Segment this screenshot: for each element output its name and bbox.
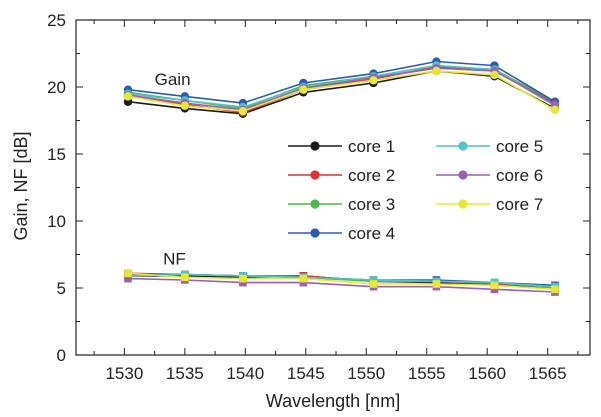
gain-point-core-7 <box>369 76 378 85</box>
gain-line-core-5 <box>127 64 556 108</box>
nf-point-core-6 <box>239 278 247 287</box>
x-tick-label: 1555 <box>408 364 446 383</box>
legend-marker-core-3 <box>310 199 320 209</box>
gain-point-core-7 <box>180 101 190 110</box>
x-tick-label: 1545 <box>287 364 325 383</box>
series-core-4 <box>123 57 560 290</box>
y-tick-label: 20 <box>47 78 66 97</box>
legend-label-core-6: core 6 <box>496 166 543 185</box>
plot-frame-group <box>75 19 591 356</box>
nf-line-core-5 <box>127 273 555 288</box>
y-tick-label: 15 <box>47 145 66 164</box>
nf-line-core-6 <box>127 277 555 293</box>
x-tick-label: 1560 <box>468 364 506 383</box>
gain-line-core-6 <box>127 67 556 111</box>
gain-line-core-1 <box>127 70 556 115</box>
tick-labels: 1530 1535 1540 1545 1550 1555 1560 1565 0 5 10 15 20… <box>47 11 567 383</box>
gain-line-core-7 <box>127 70 556 112</box>
x-axis-title: Wavelength [nm] <box>266 391 400 411</box>
legend: core 1 core 2 core 3 core 4 core 5 core 6 core… <box>288 137 543 243</box>
nf-point-core-7 <box>239 274 247 283</box>
gain-point-core-7 <box>238 106 248 116</box>
legend-marker-core-2 <box>310 170 320 180</box>
gain-point-core-7 <box>432 66 441 76</box>
gain-point-core-7 <box>299 85 308 94</box>
nf-point-core-7 <box>181 273 189 282</box>
nf-point-core-7 <box>369 280 378 288</box>
gain-point-core-7 <box>550 105 560 114</box>
series-core-6 <box>123 64 560 296</box>
gain-point-core-7 <box>490 70 499 80</box>
x-tick-label: 1530 <box>105 364 143 383</box>
nf-point-core-7 <box>551 285 559 294</box>
gain-annotation: Gain <box>155 70 191 89</box>
series-core-3 <box>123 61 560 292</box>
y-tick-label: 10 <box>47 212 66 231</box>
nf-point-core-5 <box>369 276 378 284</box>
nf-point-core-7 <box>490 281 499 290</box>
legend-label-core-5: core 5 <box>496 137 543 156</box>
legend-label-core-1: core 1 <box>348 137 395 156</box>
data-series <box>123 57 560 296</box>
nf-point-core-6 <box>299 278 308 287</box>
y-tick-label: 25 <box>47 11 66 30</box>
legend-item-core-4: core 4 <box>288 224 395 243</box>
legend-item-core-7: core 7 <box>436 195 543 214</box>
nf-point-core-6 <box>124 274 132 283</box>
nf-point-core-6 <box>490 285 499 294</box>
legend-marker-core-7 <box>458 199 468 209</box>
legend-marker-core-6 <box>458 170 468 180</box>
legend-label-core-2: core 2 <box>348 166 395 185</box>
x-tick-label: 1535 <box>166 364 204 383</box>
gain-point-core-7 <box>123 92 133 101</box>
legend-label-core-4: core 4 <box>348 224 395 243</box>
legend-marker-core-1 <box>310 141 320 151</box>
y-axis-title: Gain, NF [dB] <box>11 131 31 240</box>
legend-label-core-7: core 7 <box>496 195 543 214</box>
x-tick-label: 1540 <box>226 364 264 383</box>
series-core-5 <box>123 61 560 291</box>
legend-marker-core-5 <box>458 141 468 151</box>
legend-item-core-1: core 1 <box>288 137 395 156</box>
series-core-7 <box>123 66 560 294</box>
y-tick-label: 5 <box>57 279 66 298</box>
x-tick-label: 1550 <box>347 364 385 383</box>
legend-marker-core-4 <box>310 228 320 238</box>
plot-frame <box>75 19 591 356</box>
legend-item-core-3: core 3 <box>288 195 395 214</box>
legend-item-core-2: core 2 <box>288 166 395 185</box>
gain-line-core-4 <box>127 60 556 104</box>
nf-point-core-7 <box>124 269 132 278</box>
y-tick-label: 0 <box>57 346 66 365</box>
nf-point-core-7 <box>299 274 308 283</box>
x-tick-label: 1565 <box>529 364 567 383</box>
legend-item-core-6: core 6 <box>436 166 543 185</box>
nf-line-core-7 <box>127 272 555 291</box>
legend-label-core-3: core 3 <box>348 195 395 214</box>
nf-annotation: NF <box>163 250 186 269</box>
nf-point-core-7 <box>432 280 441 288</box>
legend-item-core-5: core 5 <box>436 137 543 156</box>
axis-ticks <box>76 19 590 356</box>
